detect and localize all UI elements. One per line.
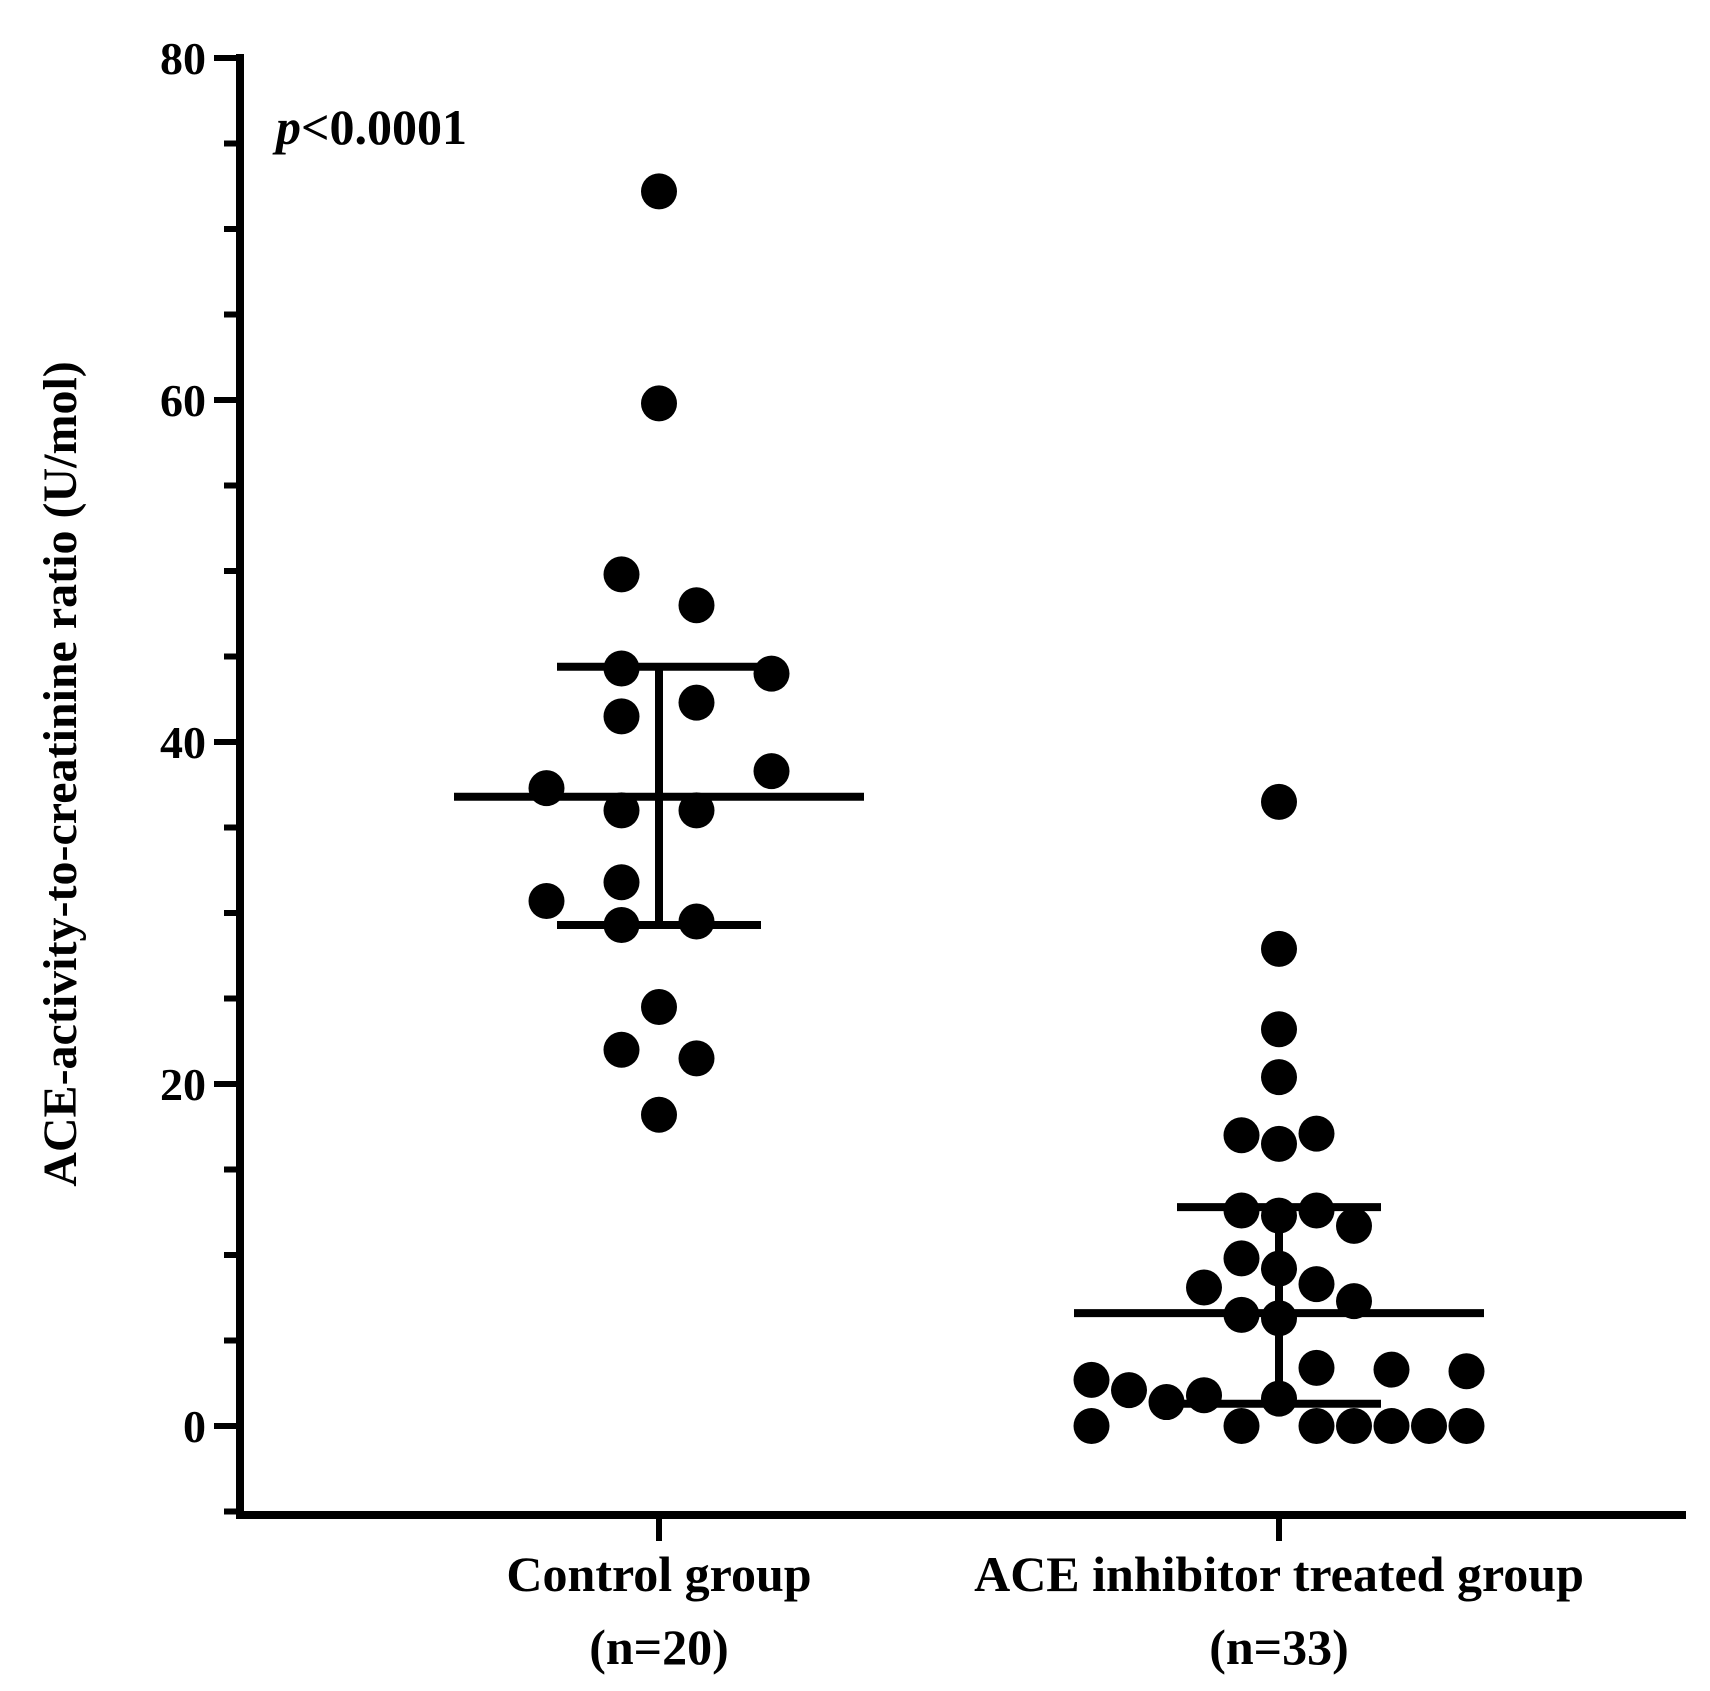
ace-inhibitor-data-point: [1261, 783, 1297, 820]
control-data-point: [753, 753, 790, 790]
ace-inhibitor-data-point: [1261, 930, 1297, 967]
y-tick-label: 20: [160, 1059, 206, 1110]
control-data-point: [603, 864, 640, 901]
axes-group: [214, 54, 1686, 1541]
control-data-point: [603, 792, 640, 829]
ace-inhibitor-data-point: [1223, 1296, 1260, 1333]
control-data-point: [528, 770, 565, 807]
ace-inhibitor-data-point: [1261, 1197, 1297, 1234]
ace-inhibitor-data-point: [1336, 1207, 1372, 1244]
x-category-label: ACE inhibitor treated group: [974, 1546, 1584, 1602]
ace-inhibitor-data-point: [1261, 1011, 1297, 1048]
ace-inhibitor-data-point: [1261, 1059, 1297, 1096]
ace-inhibitor-data-point: [1448, 1353, 1485, 1390]
ace-inhibitor-data-point: [1223, 1240, 1260, 1277]
control-data-point: [603, 1031, 640, 1068]
control-data-point: [678, 903, 715, 940]
ace-inhibitor-data-point: [1261, 1300, 1297, 1337]
x-category-count-label: (n=33): [1209, 1619, 1349, 1675]
ace-inhibitor-data-point: [1448, 1408, 1485, 1444]
control-data-point: [641, 385, 677, 422]
y-tick-label: 0: [183, 1401, 206, 1452]
x-category-count-label: (n=20): [589, 1619, 729, 1675]
control-data-point: [678, 792, 715, 829]
ace-inhibitor-data-point: [1261, 1250, 1297, 1287]
ace-inhibitor-data-point: [1073, 1361, 1110, 1398]
ace-inhibitor-data-point: [1336, 1283, 1372, 1320]
ace-inhibitor-data-point: [1298, 1266, 1335, 1303]
ace-inhibitor-data-point: [1261, 1125, 1297, 1162]
control-data-point: [603, 556, 640, 593]
control-data-point: [678, 684, 715, 721]
ace-inhibitor-data-point: [1298, 1349, 1335, 1386]
control-data-point: [641, 1096, 677, 1133]
x-category-label: Control group: [506, 1546, 811, 1602]
data-points-group: [528, 173, 1485, 1444]
ace-inhibitor-data-point: [1298, 1192, 1335, 1229]
control-data-point: [753, 655, 790, 692]
ace-inhibitor-data-point: [1261, 1380, 1297, 1417]
ace-inhibitor-data-point: [1373, 1351, 1410, 1388]
ace-inhibitor-data-point: [1298, 1115, 1335, 1152]
control-data-point: [641, 989, 677, 1026]
ace-inhibitor-data-point: [1111, 1372, 1147, 1409]
control-data-point: [603, 906, 640, 943]
labels-group: 0 20 40 60 80 Control group (n=20) ACE inhibito…: [34, 33, 1584, 1675]
ace-inhibitor-data-point: [1148, 1384, 1185, 1421]
y-axis-title: ACE-activity-to-creatinine ratio (U/mol): [34, 361, 87, 1187]
control-data-point: [678, 1040, 715, 1077]
ace-inhibitor-data-point: [1336, 1408, 1372, 1444]
ace-inhibitor-data-point: [1073, 1408, 1110, 1444]
p-value-text: <0.0001: [301, 99, 467, 155]
ace-inhibitor-data-point: [1411, 1408, 1447, 1444]
control-data-point: [641, 173, 677, 210]
ace-inhibitor-data-point: [1223, 1408, 1260, 1444]
ace-inhibitor-data-point: [1373, 1408, 1410, 1444]
p-value-annotation: p<0.0001: [272, 99, 467, 155]
ace-inhibitor-data-point: [1186, 1269, 1222, 1306]
control-data-point: [678, 587, 715, 624]
control-data-point: [603, 650, 640, 687]
y-tick-label: 80: [160, 33, 206, 84]
ace-inhibitor-data-point: [1186, 1377, 1222, 1414]
p-symbol: p: [272, 99, 301, 155]
y-tick-label: 60: [160, 375, 206, 426]
y-tick-label: 40: [160, 717, 206, 768]
ace-inhibitor-data-point: [1223, 1117, 1260, 1154]
control-data-point: [528, 883, 565, 920]
ace-inhibitor-data-point: [1298, 1408, 1335, 1444]
control-data-point: [603, 698, 640, 735]
ace-inhibitor-data-point: [1223, 1192, 1260, 1229]
